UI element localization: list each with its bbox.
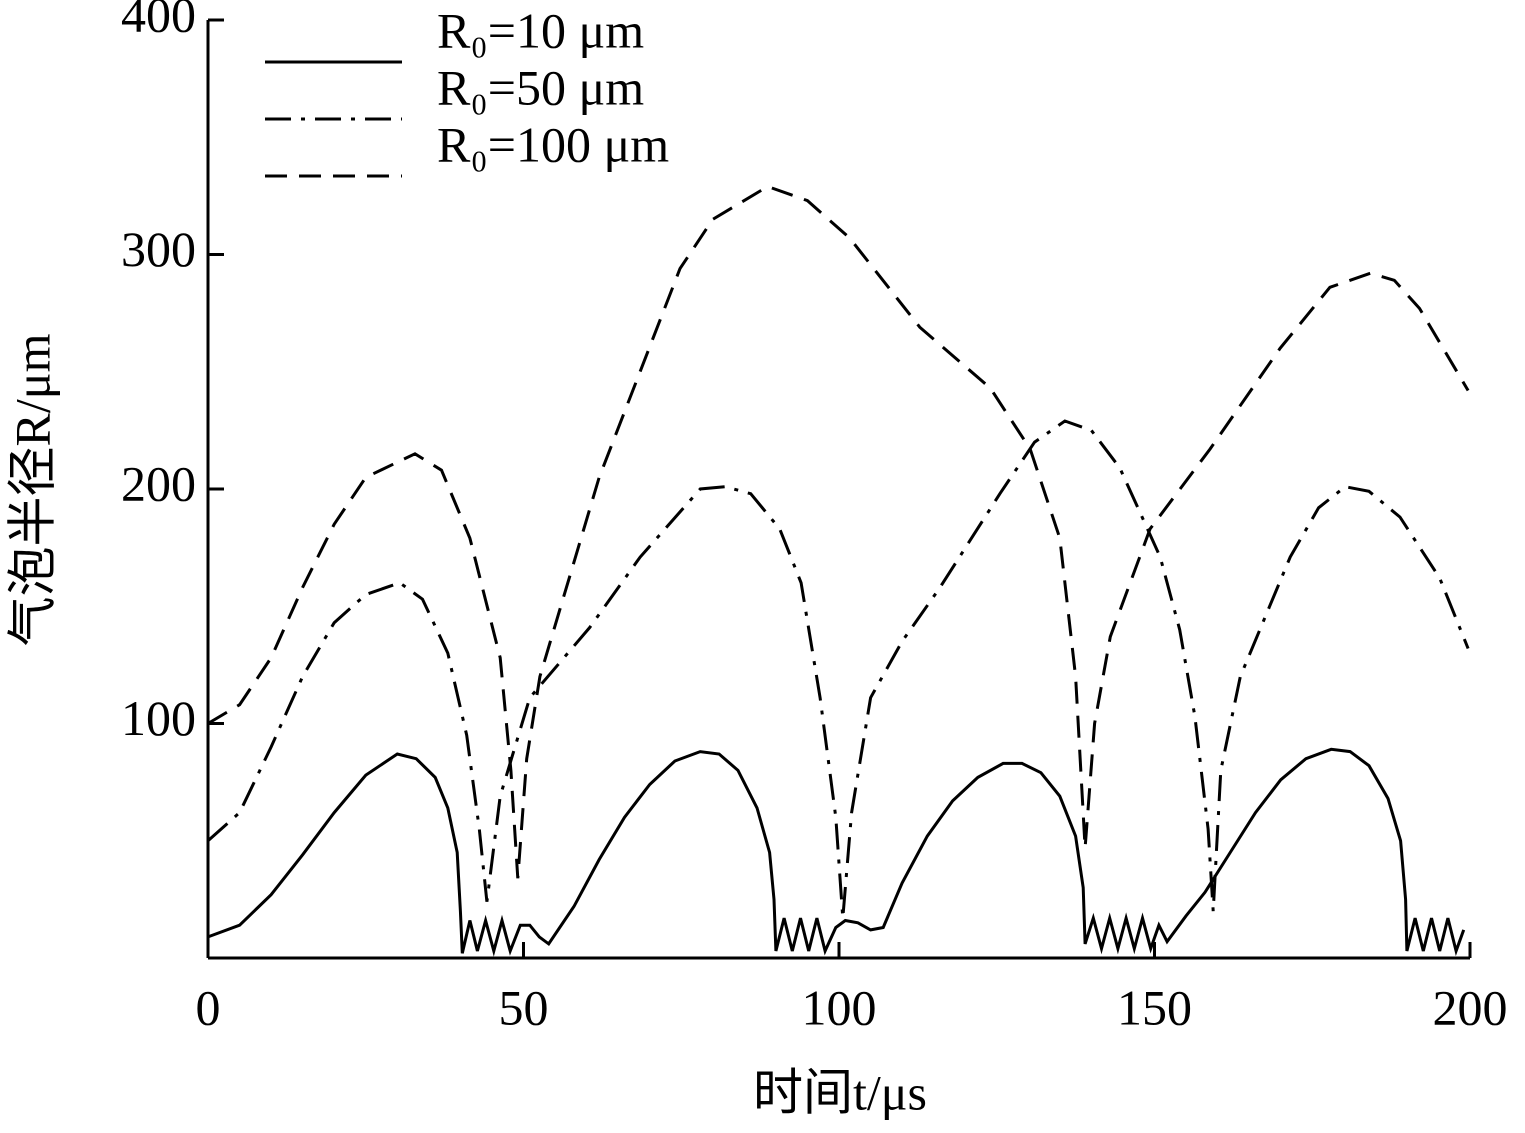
x-tick-label: 50: [499, 979, 549, 1035]
legend-label: R₀=100 μm: [437, 116, 669, 172]
x-axis-label: 时间t/μs: [753, 1064, 927, 1120]
y-tick-label: 100: [121, 690, 196, 746]
data-line: [207, 419, 1470, 919]
legend-label: R₀=50 μm: [437, 59, 644, 115]
x-tick-label: 200: [1433, 979, 1508, 1035]
x-tick-label: 0: [196, 979, 221, 1035]
y-tick-label: 300: [121, 221, 196, 277]
data-line: [207, 184, 1470, 879]
legend-label: R₀=10 μm: [437, 2, 644, 58]
y-tick-label: 400: [121, 0, 196, 42]
y-tick-label: 200: [121, 455, 196, 511]
data-line: [207, 747, 1466, 957]
x-tick-label: 100: [802, 979, 877, 1035]
x-tick-label: 150: [1117, 979, 1192, 1035]
y-axis-label: 气泡半径R/μm: [4, 333, 60, 646]
